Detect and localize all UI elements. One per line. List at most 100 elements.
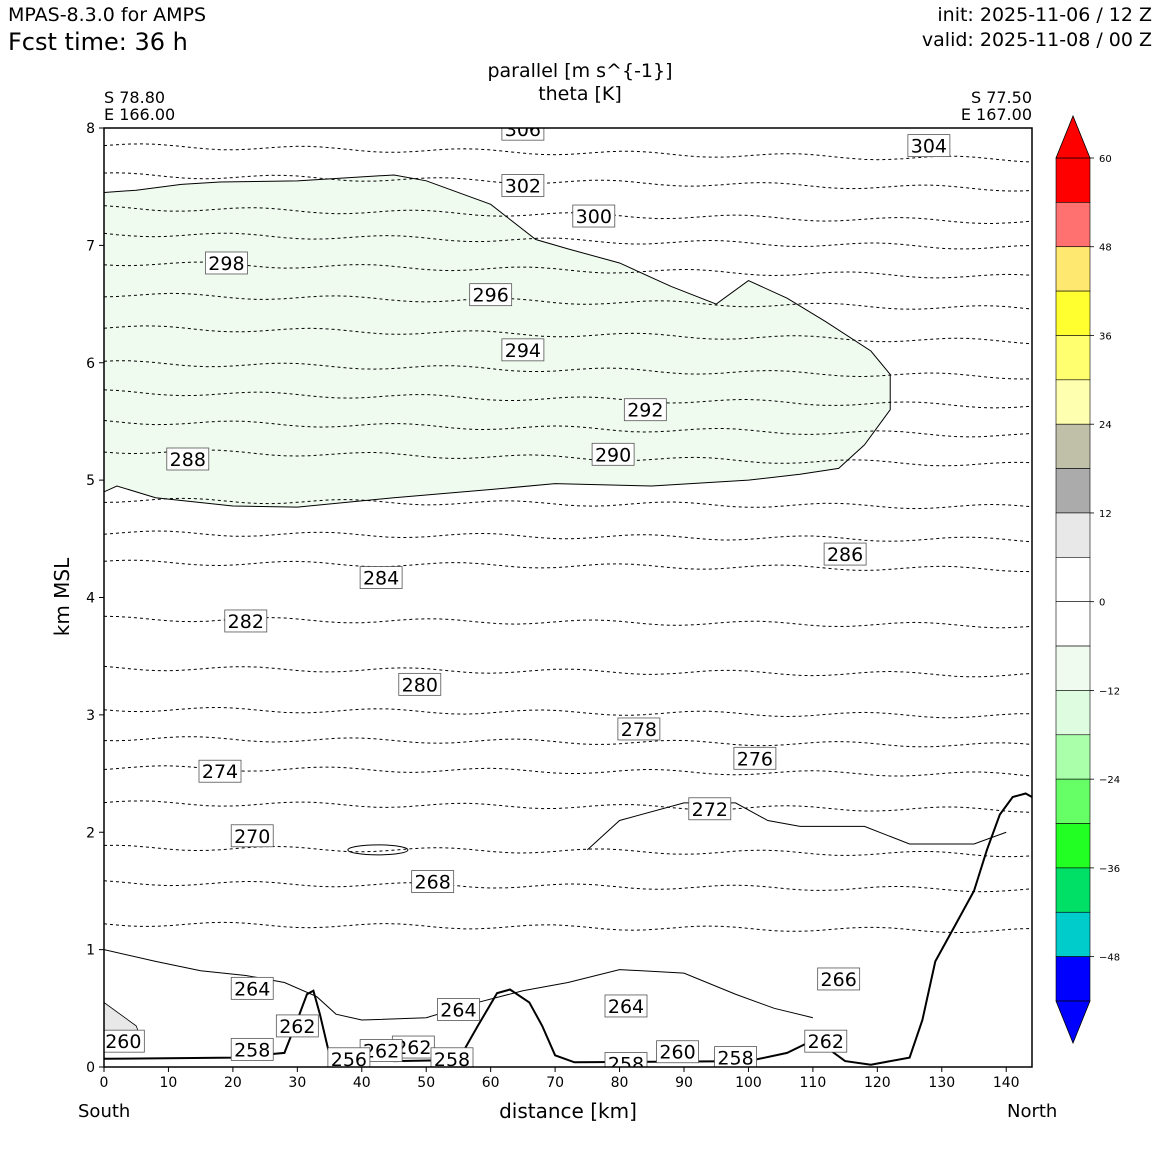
colorbar-over-extend [1055,114,1091,159]
colorbar-segment [1055,379,1091,425]
colorbar-tick-label: 24 [1099,420,1112,431]
contour-label-box [327,1047,371,1067]
contour-label-box [501,338,545,362]
theta-contour-line [104,389,1032,409]
contour-label: 258 [434,1049,470,1071]
contour-label-box [623,398,667,422]
colorbar-tick-label: −36 [1099,864,1120,875]
contour-label: 306 [505,119,541,141]
left-lon: E 166.00 [104,105,176,124]
contour-label-box [224,609,268,633]
contour-label: 264 [608,996,644,1018]
x-tick-label: 130 [928,1075,955,1091]
contour-label-box [205,251,248,275]
shaded-wind-region [104,174,891,508]
terrain-line [104,792,1032,1066]
contour-label-box [656,1040,699,1064]
theta-contour-line [104,765,1032,777]
theta-contour-line [104,172,1032,192]
y-tick-label: 8 [86,121,95,137]
colorbar-tick-label: −12 [1099,686,1120,697]
contour-label-box [572,204,616,228]
contour-label-box [617,717,661,741]
colorbar-tick-label: 12 [1099,509,1112,520]
colorbar-segment [1055,867,1091,913]
contour-label-box [166,447,210,471]
contour-label-box [230,976,274,1000]
contour-label-box [104,1029,145,1053]
theta-contour-line [104,205,1032,225]
forecast-time: Fcst time: 36 h [8,28,188,56]
x-tick-label: 10 [160,1075,178,1091]
contour-label: 260 [105,1031,141,1053]
contour-label-box [230,824,274,848]
contour-label: 296 [473,285,509,307]
x-tick-label: 100 [735,1075,762,1091]
theta-contour-line [104,844,1032,858]
colorbar-segment [1055,690,1091,736]
theta-contour-line [104,921,1032,934]
colorbar-segment [1055,778,1091,824]
theta-contour-line [104,615,1032,629]
colorbar-segment [1055,645,1091,691]
colorbar-segment [1055,734,1091,780]
colorbar-segment [1055,557,1091,602]
left-endpoint-coords: S 78.80 E 166.00 [104,89,175,123]
init-time: init: 2025-11-06 / 12 Z [937,4,1152,26]
colorbar-segment [1055,246,1091,292]
plot-title-parallel: parallel [m s^{-1}] [487,60,673,82]
theta-contour-line [104,559,1032,573]
contour-label-box [198,759,242,783]
theta-contour-line [104,530,1032,543]
colorbar-segment [1055,423,1091,469]
contour-label-box [591,442,635,466]
contour-label: 302 [505,176,541,198]
x-tick-label: 120 [864,1075,891,1091]
theta-contour-line [104,449,1032,467]
contour-label-box [714,1046,757,1067]
contour-label-box [604,1052,648,1067]
contour-label-box [733,746,777,770]
theta-contour-line [104,292,1032,310]
contour-label: 286 [827,544,863,566]
contour-label: 266 [821,969,857,991]
colorbar-segment [1055,290,1091,336]
contour-label-box [411,870,455,893]
x-tick-label: 40 [353,1075,371,1091]
x-tick-label: 30 [288,1075,306,1091]
colorbar-tick-label: 36 [1099,331,1112,342]
y-tick-label: 3 [86,708,95,724]
colorbar-tick-label: 0 [1099,598,1105,609]
theta-contour-line [104,420,1032,438]
contour-label: 258 [608,1053,644,1075]
theta-contour-line [104,360,1032,380]
model-title: MPAS-8.3.0 for AMPS [8,4,207,26]
contour-label: 260 [659,1042,695,1064]
x-axis-label: distance [km] [499,1099,637,1123]
contour-label: 298 [208,253,244,275]
contour-label-box [430,1047,474,1067]
x-tick-label: 80 [611,1075,629,1091]
contour-label-box [437,998,480,1021]
plot-area: 306 304 302 300 298 296 294 292 290 288 286 284 282 2… [104,119,1032,1075]
theta-contour-line [104,261,1032,279]
theta-contour-line [104,497,1032,510]
y-tick-label: 6 [86,356,95,372]
x-tick-label: 20 [224,1075,242,1091]
contour-label: 284 [363,568,399,590]
wind-contour-small [347,844,409,856]
x-tick-label: 70 [546,1075,564,1091]
contour-label: 290 [595,444,631,466]
y-tick-label: 0 [86,1060,95,1076]
theta-contour-line [104,800,1032,813]
colorbar-tick-label: 48 [1099,243,1112,254]
theta-contour-line [104,232,1032,250]
north-label: North [1007,1101,1058,1122]
y-tick-label: 2 [86,825,95,841]
colorbar-segment [1055,468,1091,514]
y-tick-label: 1 [86,943,95,959]
x-tick-label: 90 [675,1075,693,1091]
wind-contour-upper [586,802,1007,851]
colorbar-segment [1055,823,1091,869]
